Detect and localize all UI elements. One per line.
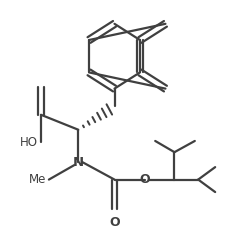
Text: N: N xyxy=(73,156,84,169)
Text: HO: HO xyxy=(20,136,38,149)
Text: O: O xyxy=(109,216,120,229)
Text: Me: Me xyxy=(29,173,47,186)
Text: O: O xyxy=(140,173,150,186)
